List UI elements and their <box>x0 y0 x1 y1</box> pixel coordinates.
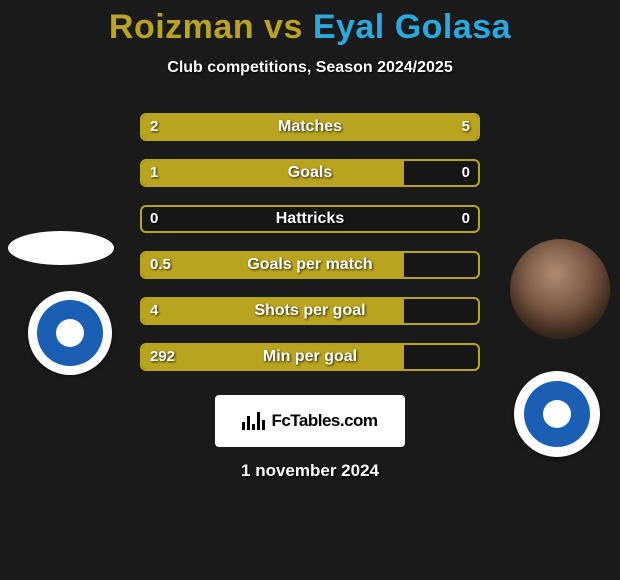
player1-club-badge <box>28 291 112 375</box>
stat-label: Hattricks <box>142 207 478 231</box>
player2-avatar <box>510 239 610 339</box>
branding-text: FcTables.com <box>271 411 377 431</box>
player1-name: Roizman <box>109 8 254 46</box>
stat-bar-row: 4Shots per goal <box>140 297 480 325</box>
bar-fill-left <box>142 115 236 139</box>
stat-bar-row: 0 0Hattricks <box>140 205 480 233</box>
player2-name: Eyal Golasa <box>313 8 511 46</box>
date: 1 november 2024 <box>0 461 620 481</box>
stat-value-right: 0 <box>462 207 470 231</box>
subtitle: Club competitions, Season 2024/2025 <box>0 59 620 77</box>
player2-club-badge <box>514 371 600 457</box>
bar-fill-left <box>142 299 404 323</box>
club-badge-inner <box>37 300 103 366</box>
club-badge-inner <box>524 381 590 447</box>
bar-fill-right <box>236 115 478 139</box>
comparison-area: 25Matches10Goals00Hattricks0.5Goals per … <box>0 113 620 383</box>
vs-separator: vs <box>254 8 313 46</box>
soccer-ball-icon <box>56 319 84 347</box>
stat-value-left: 0 <box>150 207 158 231</box>
bar-fill-left <box>142 345 404 369</box>
stat-bar-row: 292Min per goal <box>140 343 480 371</box>
comparison-title: Roizman vs Eyal Golasa <box>0 0 620 47</box>
player1-avatar <box>8 231 114 265</box>
bar-fill-left <box>142 253 404 277</box>
stat-bar-row: 0.5Goals per match <box>140 251 480 279</box>
stat-bars: 25Matches10Goals00Hattricks0.5Goals per … <box>140 113 480 389</box>
bar-fill-left <box>142 161 404 185</box>
soccer-ball-icon <box>543 400 571 428</box>
stat-bar-row: 25Matches <box>140 113 480 141</box>
branding-badge: FcTables.com <box>215 395 405 447</box>
stat-bar-row: 10Goals <box>140 159 480 187</box>
bar-chart-icon <box>242 412 265 430</box>
stat-value-right: 0 <box>462 161 470 185</box>
